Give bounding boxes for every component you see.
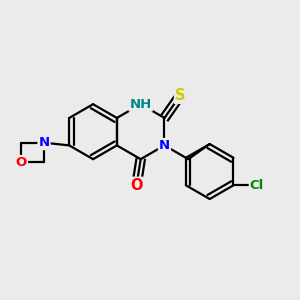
Text: Cl: Cl <box>250 179 264 192</box>
Text: O: O <box>130 178 143 193</box>
Text: N: N <box>38 136 50 149</box>
Text: S: S <box>175 88 185 103</box>
Text: N: N <box>159 139 170 152</box>
Text: O: O <box>16 156 27 169</box>
Text: NH: NH <box>130 98 152 111</box>
